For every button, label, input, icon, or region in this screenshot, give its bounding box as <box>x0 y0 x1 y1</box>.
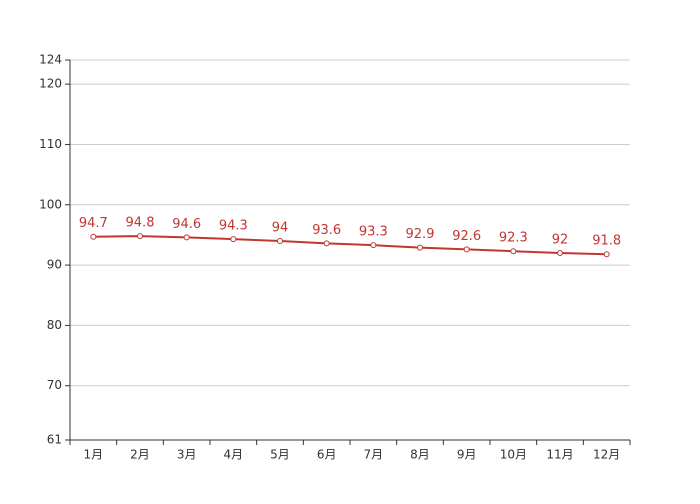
point <box>603 251 610 258</box>
data-label: 94.3 <box>219 219 248 234</box>
y-tick-label: 61 <box>47 433 62 447</box>
y-tick-label: 100 <box>39 197 62 211</box>
data-label: 91.8 <box>592 234 621 249</box>
point <box>557 250 563 257</box>
data-label: 92.6 <box>452 229 481 244</box>
point <box>323 240 330 247</box>
data-label: 92.3 <box>499 231 528 246</box>
data-label: 93.3 <box>359 225 388 240</box>
x-tick-label: 6月 <box>317 448 337 462</box>
y-tick-label: 110 <box>39 137 62 151</box>
x-tick-label: 11月 <box>546 448 573 462</box>
data-label: 92 <box>552 233 569 248</box>
y-tick-label: 70 <box>47 378 62 392</box>
point <box>137 233 143 240</box>
point <box>183 234 190 241</box>
x-tick-label: 4月 <box>224 448 244 462</box>
point <box>510 248 517 255</box>
data-label: 94.8 <box>126 216 155 231</box>
x-tick-label: 8月 <box>410 448 430 462</box>
y-tick-label: 120 <box>39 77 62 91</box>
data-label: 94.6 <box>172 217 201 232</box>
y-tick-label: 90 <box>47 258 62 272</box>
x-tick-label: 1月 <box>84 448 104 462</box>
y-tick-label: 80 <box>47 318 62 332</box>
data-label: 94.7 <box>79 216 108 231</box>
point <box>370 242 377 249</box>
y-tick-label: 124 <box>39 53 62 67</box>
x-tick-label: 7月 <box>364 448 384 462</box>
point <box>277 237 283 244</box>
x-tick-label: 9月 <box>457 448 477 462</box>
point <box>463 246 470 253</box>
x-tick-label: 2月 <box>130 448 150 462</box>
data-label: 92.9 <box>406 227 435 242</box>
point <box>230 236 237 243</box>
point <box>417 244 423 251</box>
x-tick-label: 5月 <box>270 448 290 462</box>
x-tick-label: 3月 <box>177 448 197 462</box>
line <box>93 235 607 256</box>
x-tick-label: 10月 <box>500 448 527 462</box>
data-label: 94 <box>272 220 289 235</box>
point <box>90 233 97 240</box>
data-label: 93.6 <box>312 223 341 238</box>
x-tick-label: 12月 <box>593 448 620 462</box>
